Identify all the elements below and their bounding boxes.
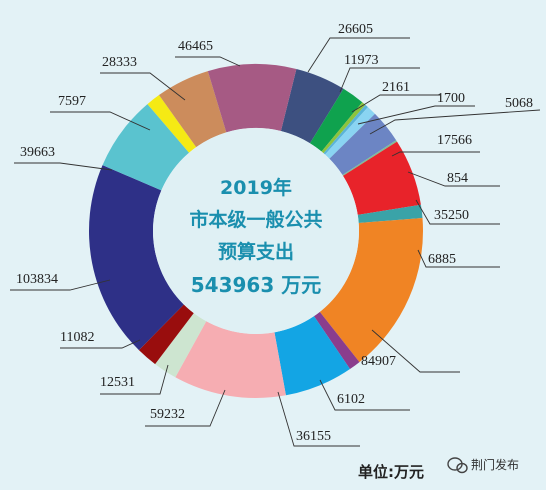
wechat-icon [447, 457, 468, 474]
leader-line [307, 37, 410, 73]
donut-slice [319, 217, 423, 363]
donut-slice [102, 104, 190, 191]
value-label: 28333 [102, 55, 137, 70]
donut-slice [342, 140, 398, 176]
donut-slice [357, 204, 423, 223]
leader-line [369, 109, 541, 135]
donut-slices [89, 64, 423, 398]
donut-slice [147, 95, 197, 153]
value-label: 6885 [428, 252, 456, 267]
value-label: 12531 [100, 375, 135, 390]
value-label: 11082 [60, 330, 94, 345]
leader-line [277, 391, 360, 447]
donut-slice [274, 316, 350, 396]
leader-line [100, 72, 186, 101]
leader-line [60, 339, 141, 349]
value-labels: 26605 11973 2161 1700 5068 17566 854 35250 6885 8… [16, 22, 533, 444]
donut-slice [175, 321, 286, 398]
leader-lines [10, 37, 541, 447]
donut-slice [207, 64, 297, 133]
value-label: 59232 [150, 407, 185, 422]
leader-line [371, 329, 460, 373]
value-label: 103834 [16, 272, 58, 287]
value-label: 6102 [337, 392, 365, 407]
value-label: 1700 [437, 91, 465, 106]
donut-slice [155, 313, 207, 378]
leader-line [351, 94, 440, 113]
leader-line [50, 111, 151, 131]
value-label: 7597 [58, 94, 86, 109]
leader-line [339, 67, 420, 93]
unit-note: 单位:万元 [358, 463, 424, 481]
value-label: 17566 [437, 133, 472, 148]
value-label: 11973 [344, 53, 378, 68]
center-title-line2: 市本级一般公共 [189, 208, 322, 231]
value-label: 854 [447, 171, 468, 186]
value-label: 26605 [338, 22, 373, 37]
leader-line [10, 279, 111, 291]
donut-slice [323, 104, 368, 155]
center-title-year: 2019年 [220, 176, 292, 199]
value-label: 2161 [382, 80, 410, 95]
donut-slice [321, 102, 366, 154]
leader-line [14, 162, 113, 171]
donut-slice [89, 165, 184, 351]
leader-line [100, 364, 169, 395]
value-label: 46465 [178, 39, 213, 54]
value-label: 35250 [434, 208, 469, 223]
donut-slice [159, 71, 227, 148]
donut-slice [309, 88, 363, 152]
value-label: 36155 [296, 429, 331, 444]
watermark-text: 荆门发布 [471, 457, 519, 472]
leader-line [319, 379, 410, 411]
value-label: 5068 [505, 96, 533, 111]
leader-line [145, 389, 226, 427]
value-label: 84907 [361, 354, 396, 369]
donut-slice [325, 107, 375, 159]
leader-line [391, 151, 480, 157]
leader-line [175, 56, 241, 67]
center-title-line3: 预算支出 [218, 240, 294, 263]
center-total: 543963 万元 [191, 273, 321, 297]
value-label: 39663 [20, 145, 55, 160]
donut-slice [342, 141, 421, 215]
donut-slice [138, 304, 194, 365]
leader-line [407, 171, 500, 187]
leader-line [357, 105, 475, 125]
leader-line [417, 249, 500, 268]
watermark: 荆门发布 [447, 457, 519, 474]
donut-slice [280, 68, 344, 144]
donut-hole [153, 128, 359, 334]
leader-line [415, 199, 500, 225]
donut-slice [313, 311, 360, 370]
